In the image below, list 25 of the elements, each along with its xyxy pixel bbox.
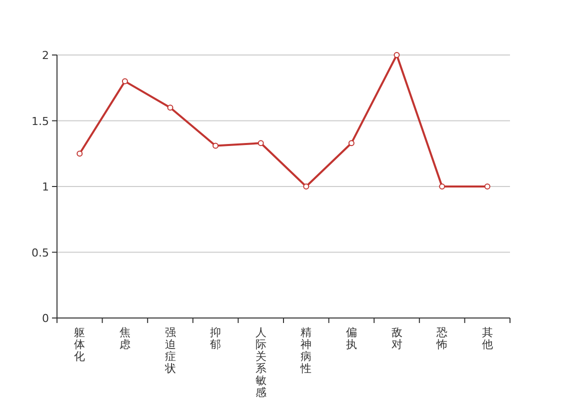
x-tick-label: 抑郁 [210, 326, 222, 351]
x-tick-label: 强迫症状 [164, 326, 176, 375]
point [348, 140, 354, 146]
x-tick-label: 敌对 [391, 326, 402, 351]
point [122, 78, 128, 84]
point [258, 140, 264, 146]
y-tick-label: 1.5 [32, 114, 49, 128]
x-tick-label: 其他 [482, 326, 493, 351]
point [303, 184, 310, 190]
point [484, 184, 490, 190]
x-tick-label: 精神病性 [300, 326, 312, 375]
point [212, 142, 219, 149]
y-tick-label: 0.5 [32, 246, 49, 260]
point [394, 52, 400, 58]
y-tick-label: 0 [42, 312, 49, 325]
point [439, 184, 446, 190]
x-tick-label: 偏执 [346, 326, 357, 351]
point [76, 150, 83, 157]
x-tick-label: 人际关系敏感 [255, 326, 266, 399]
x-tick-label: 恐怖 [436, 326, 448, 351]
y-tick-label: 2 [42, 49, 49, 62]
point [167, 104, 174, 111]
x-tick-label: 躯体化 [74, 326, 86, 363]
y-tick-label: 1 [42, 180, 49, 194]
x-tick-label: 焦虑 [119, 326, 130, 351]
